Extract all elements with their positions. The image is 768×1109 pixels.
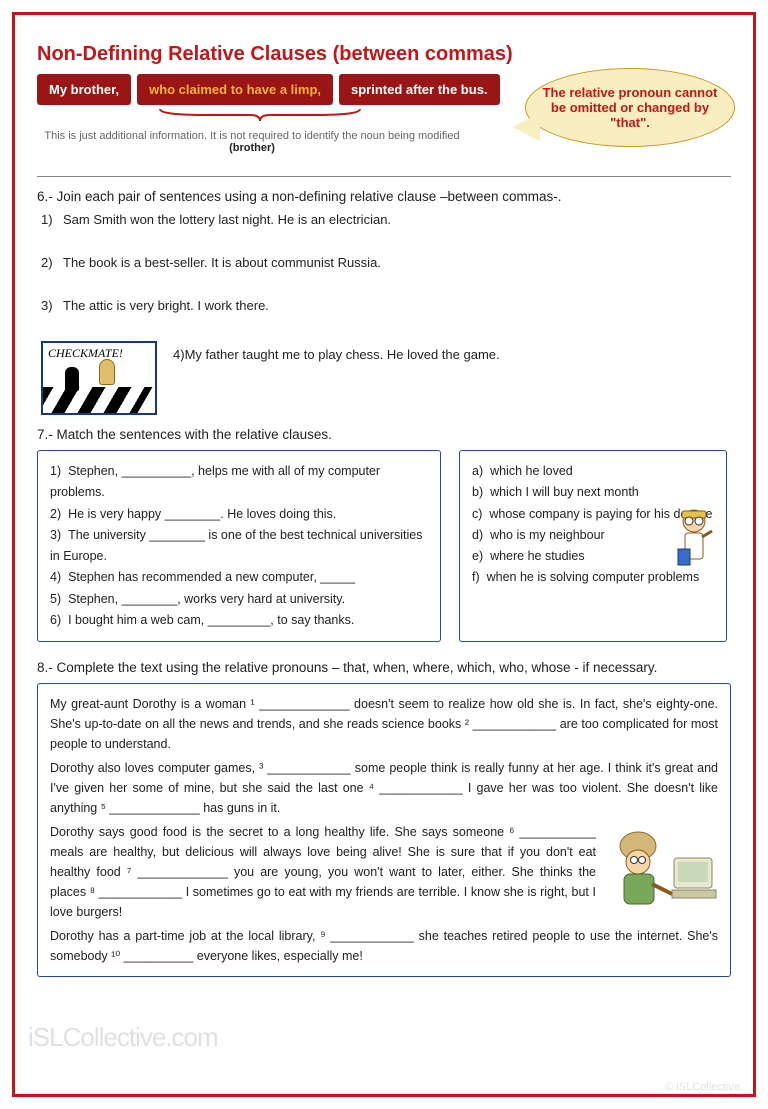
exercise6-heading: 6.- Join each pair of sentences using a … bbox=[37, 189, 731, 204]
exercise8-heading: 8.- Complete the text using the relative… bbox=[37, 660, 731, 675]
grandma-computer-clipart-icon bbox=[604, 822, 718, 914]
match-left-3: 3) The university ________ is one of the… bbox=[50, 525, 428, 568]
exercise7-match: 1) Stephen, __________, helps me with al… bbox=[37, 450, 731, 642]
exercise7-heading: 7.- Match the sentences with the relativ… bbox=[37, 427, 731, 442]
match-left-5: 5) Stephen, ________, works very hard at… bbox=[50, 589, 428, 610]
example-box-predicate: sprinted after the bus. bbox=[339, 74, 500, 105]
divider bbox=[37, 176, 731, 177]
student-clipart-icon bbox=[668, 505, 720, 575]
ex8-para1: My great-aunt Dorothy is a woman ¹ _____… bbox=[50, 694, 718, 754]
match-clauses-box: a) which he loved b) which I will buy ne… bbox=[459, 450, 727, 642]
match-left-4: 4) Stephen has recommended a new compute… bbox=[50, 567, 428, 588]
example-box-clause: who claimed to have a limp, bbox=[137, 74, 333, 105]
match-right-b: b) which I will buy next month bbox=[472, 482, 714, 503]
worksheet-frame: Non-Defining Relative Clauses (between c… bbox=[12, 12, 756, 1097]
match-sentences-box: 1) Stephen, __________, helps me with al… bbox=[37, 450, 441, 642]
example-box-subject: My brother, bbox=[37, 74, 131, 105]
q6-4: 4)My father taught me to play chess. He … bbox=[173, 347, 500, 362]
footer-watermark: © iSLCollective bbox=[665, 1081, 740, 1093]
exercise6-questions: 1)Sam Smith won the lottery last night. … bbox=[41, 212, 731, 415]
q6-1: 1)Sam Smith won the lottery last night. … bbox=[41, 212, 731, 227]
match-right-a: a) which he loved bbox=[472, 461, 714, 482]
checkmate-illustration: CHECKMATE! bbox=[41, 341, 157, 415]
match-left-1: 1) Stephen, __________, helps me with al… bbox=[50, 461, 428, 504]
brace-under-clause bbox=[154, 107, 365, 126]
page-title: Non-Defining Relative Clauses (between c… bbox=[37, 43, 731, 66]
ex8-para2: Dorothy also loves computer games, ³ ___… bbox=[50, 758, 718, 818]
additional-info-note: This is just additional information. It … bbox=[37, 130, 467, 154]
ex8-para4: Dorothy has a part-time job at the local… bbox=[50, 926, 718, 966]
exercise8-text-box: My great-aunt Dorothy is a woman ¹ _____… bbox=[37, 683, 731, 977]
match-left-6: 6) I bought him a web cam, _________, to… bbox=[50, 610, 428, 631]
rule-speech-bubble: The relative pronoun cannot be omitted o… bbox=[525, 68, 735, 147]
q6-3: 3)The attic is very bright. I work there… bbox=[41, 298, 731, 313]
example-header: My brother, who claimed to have a limp, … bbox=[37, 74, 731, 154]
match-left-2: 2) He is very happy ________. He loves d… bbox=[50, 504, 428, 525]
q6-2: 2)The book is a best-seller. It is about… bbox=[41, 255, 731, 270]
